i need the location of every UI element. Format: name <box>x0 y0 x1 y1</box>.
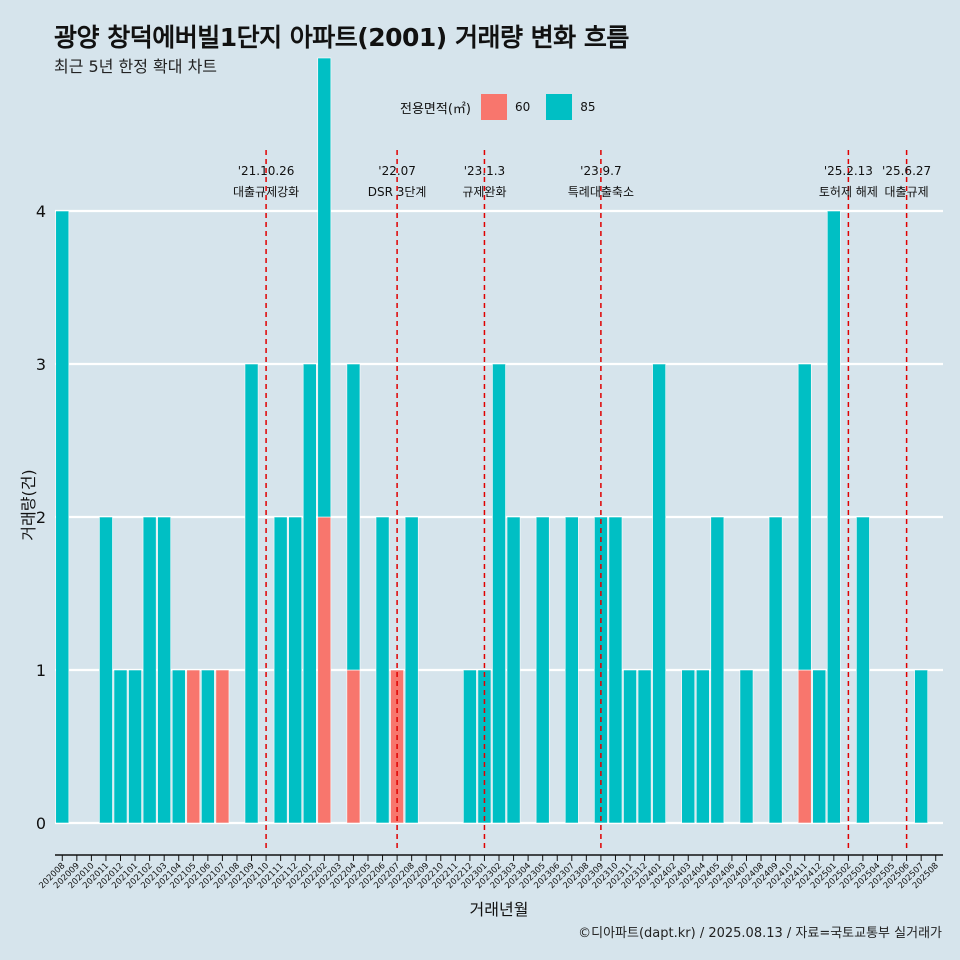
event-label: 특례대출축소 <box>568 185 634 199</box>
bar-85-202008 <box>55 210 70 824</box>
y-tick-label: 3 <box>36 355 46 374</box>
bar-85-202104 <box>171 669 186 824</box>
event-date: '25.6.27 <box>882 164 931 178</box>
x-axis-title: 거래년월 <box>470 900 529 919</box>
event-date: '25.2.13 <box>824 164 873 178</box>
bar-60-202202 <box>317 516 332 824</box>
bar-60-202107 <box>215 669 230 824</box>
bar-85-202401 <box>652 363 666 824</box>
bar-85-202404 <box>695 669 710 824</box>
bar-85-202507 <box>914 669 929 824</box>
bar-85-202312 <box>637 669 652 824</box>
event-label: 규제완화 <box>462 185 506 199</box>
bar-60-202411 <box>797 669 812 824</box>
y-tick-label: 1 <box>36 661 46 680</box>
bar-85-202112 <box>288 516 303 824</box>
caption: ©디아파트(dapt.kr) / 2025.08.13 / 자료=국토교통부 실… <box>578 926 942 941</box>
event-date: '22.07 <box>378 164 416 178</box>
bar-85-202208 <box>404 516 419 824</box>
event-label: 대출규제 <box>885 185 929 199</box>
bar-85-202202 <box>317 57 332 518</box>
bar-85-202503 <box>856 516 870 824</box>
bar-85-202302 <box>492 363 506 824</box>
bar-85-202309 <box>594 516 608 824</box>
bar-85-202311 <box>623 669 637 824</box>
y-tick-label: 0 <box>36 814 46 833</box>
bar-85-202206 <box>375 516 390 824</box>
bar-85-202101 <box>128 669 142 824</box>
event-label: 대출규제강화 <box>233 185 299 199</box>
bar-85-202111 <box>273 516 288 824</box>
bar-85-202412 <box>812 669 827 824</box>
legend-label-60: 60 <box>514 100 531 114</box>
bar-85-202305 <box>535 516 550 824</box>
bar-85-202201 <box>302 363 317 824</box>
bar-85-202411 <box>797 363 812 671</box>
event-label: DSR 3단계 <box>368 185 427 199</box>
event-label: 토허제 해제 <box>819 185 878 199</box>
bar-85-202102 <box>142 516 157 824</box>
y-tick-label: 4 <box>36 202 46 221</box>
bar-85-202106 <box>201 669 215 824</box>
bar-85-202405 <box>710 516 725 824</box>
chart-title: 광양 창덕에버빌1단지 아파트(2001) 거래량 변화 흐름 <box>54 23 629 52</box>
bar-85-202409 <box>768 516 783 824</box>
legend-title: 전용면적(㎡) <box>400 101 471 117</box>
y-tick-label: 2 <box>36 508 46 527</box>
bar-85-202011 <box>99 516 113 824</box>
legend-label-85: 85 <box>580 100 596 114</box>
bar-85-202303 <box>506 516 521 824</box>
bar-85-202310 <box>608 516 623 824</box>
bar-60-202204 <box>346 669 361 824</box>
bar-85-202407 <box>739 669 754 824</box>
bar-85-202103 <box>157 516 172 824</box>
bar-85-202204 <box>346 363 361 671</box>
event-date: '23.9.7 <box>580 164 621 178</box>
bar-85-202012 <box>113 669 128 824</box>
legend-swatch-60 <box>480 94 507 120</box>
event-date: '23.1.3 <box>464 164 505 178</box>
bar-85-202307 <box>564 516 579 824</box>
chart-subtitle: 최근 5년 한정 확대 차트 <box>54 57 218 76</box>
y-axis-title: 거래량(건) <box>19 469 38 540</box>
event-date: '21.10.26 <box>238 164 295 178</box>
bar-85-202212 <box>463 669 477 824</box>
bar-85-202501 <box>826 210 841 824</box>
legend-swatch-85 <box>546 94 573 120</box>
legend: 전용면적(㎡) 60 85 <box>400 93 612 121</box>
bar-60-202105 <box>186 669 201 824</box>
bar-85-202109 <box>244 363 259 824</box>
bar-85-202403 <box>681 669 696 824</box>
